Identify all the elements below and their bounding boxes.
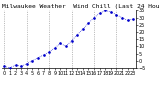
Text: Milwaukee Weather  Wind Chill (Last 24 Hours): Milwaukee Weather Wind Chill (Last 24 Ho… bbox=[2, 4, 160, 9]
